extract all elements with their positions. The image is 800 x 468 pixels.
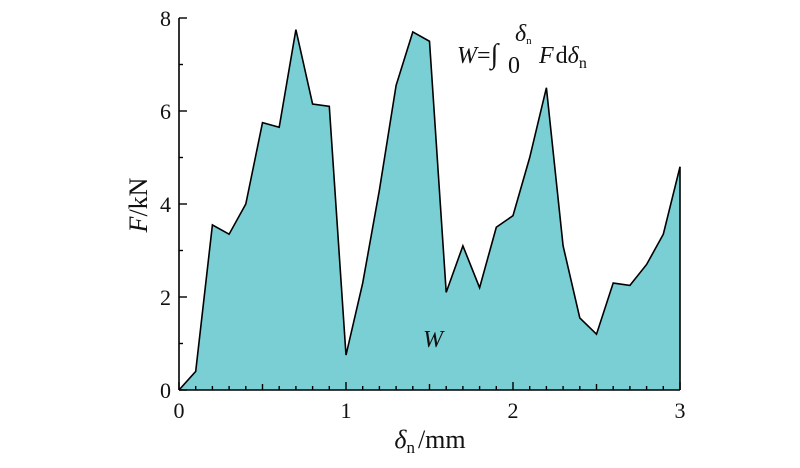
- y-tick-label: 0: [160, 378, 171, 403]
- area-label: W: [423, 327, 445, 353]
- y-axis-title: F/kN: [124, 177, 153, 233]
- series-line: [178, 29, 681, 391]
- x-tick-label: 3: [675, 398, 686, 423]
- y-tick-label: 4: [160, 192, 171, 217]
- ticks: 0 2 4 6 8 0 1 2 3: [160, 6, 686, 423]
- svg-text:W=∫: W=∫: [457, 39, 501, 71]
- y-tick-label: 6: [160, 99, 171, 124]
- area-layer: [178, 29, 681, 391]
- svg-text:0: 0: [508, 53, 520, 79]
- svg-text:δn: δn: [515, 21, 532, 47]
- y-tick-label: 8: [160, 6, 171, 31]
- x-tick-label: 0: [174, 398, 185, 423]
- formula-annotation: W=∫ 0 δn Fdδn: [457, 21, 587, 79]
- svg-text:Fdδn: Fdδn: [538, 43, 587, 72]
- x-axis-title: δn/mm: [394, 425, 465, 457]
- y-tick-label: 2: [160, 285, 171, 310]
- area-fill: [179, 29, 680, 390]
- x-tick-label: 1: [341, 398, 352, 423]
- x-tick-label: 2: [508, 398, 519, 423]
